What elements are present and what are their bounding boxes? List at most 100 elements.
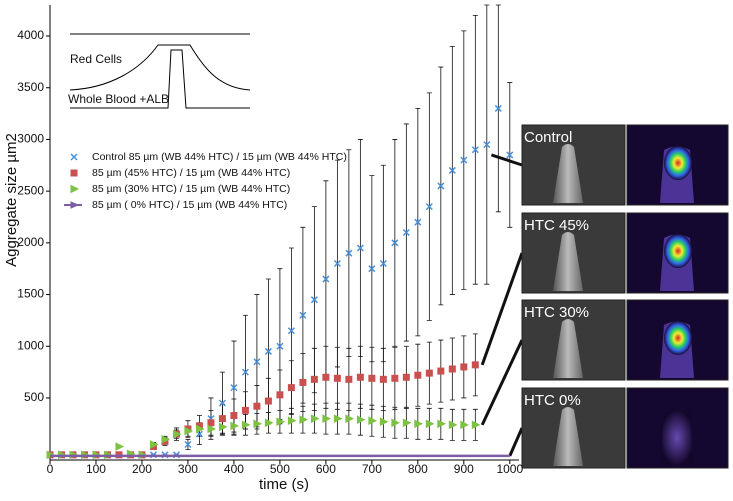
inset-blob <box>664 234 692 268</box>
x-tick-label: 600 <box>316 462 336 476</box>
inset-label: HTC 30% <box>524 304 589 321</box>
point <box>437 367 445 375</box>
point <box>402 373 410 381</box>
point <box>437 419 446 429</box>
schematic-label: Whole Blood +ALB <box>68 92 169 106</box>
point <box>218 399 226 407</box>
point <box>253 358 261 366</box>
point <box>322 275 330 283</box>
x-axis-label: time (s) <box>259 476 309 493</box>
point <box>264 418 274 428</box>
x-tick-label: 100 <box>86 462 106 476</box>
point <box>115 442 125 451</box>
point <box>448 166 456 174</box>
point <box>448 365 456 373</box>
point <box>195 424 205 434</box>
point <box>230 412 238 420</box>
point <box>264 347 272 355</box>
inset-channel <box>553 144 583 203</box>
inset-channel <box>660 409 694 466</box>
point <box>184 440 192 449</box>
point <box>379 375 387 383</box>
point <box>506 151 514 159</box>
inset-channel <box>553 232 583 291</box>
point <box>161 435 171 444</box>
point <box>310 296 318 304</box>
point <box>414 218 422 226</box>
point <box>368 374 376 382</box>
point <box>253 402 261 410</box>
point <box>391 374 399 382</box>
point <box>184 426 194 436</box>
x-tick-label: 800 <box>408 462 428 476</box>
inset-label: HTC 0% <box>524 392 581 409</box>
x-tick-label: 900 <box>454 462 474 476</box>
point <box>356 244 364 252</box>
point <box>356 373 364 381</box>
point <box>253 419 263 429</box>
y-tick-label: 1000 <box>17 338 44 352</box>
point <box>333 374 341 382</box>
point <box>460 363 468 371</box>
point <box>425 203 433 211</box>
point <box>379 259 387 268</box>
point <box>471 146 479 154</box>
point <box>391 418 400 428</box>
leader-line <box>490 153 523 167</box>
x-tick-label: 700 <box>362 462 382 476</box>
leader-line <box>480 252 524 366</box>
legend-swatch <box>70 201 80 209</box>
x-tick-label: 200 <box>132 462 152 476</box>
point <box>356 415 366 424</box>
leader-line <box>480 339 524 426</box>
legend-swatch <box>70 184 80 194</box>
y-tick-label: 2000 <box>17 235 44 249</box>
point <box>241 368 249 376</box>
point <box>149 440 159 449</box>
point <box>345 414 354 423</box>
point <box>483 141 491 149</box>
inset-blob <box>664 146 692 180</box>
point <box>414 419 423 429</box>
point <box>276 342 284 350</box>
point <box>287 384 295 392</box>
legend-label: 85 µm (30% HTC) / 15 µm (WB 44% HTC) <box>92 183 290 195</box>
point <box>460 420 469 430</box>
inset-label: Control <box>524 129 572 146</box>
point <box>264 397 272 405</box>
point <box>368 416 377 426</box>
y-tick-label: 3500 <box>17 80 44 94</box>
point <box>241 406 249 414</box>
legend-label: Control 85 µm (WB 44% HTC) / 15 µm (WB 4… <box>92 151 347 163</box>
point <box>471 420 481 430</box>
point <box>437 182 445 190</box>
inset-label: HTC 45% <box>524 217 589 234</box>
x-tick-label: 300 <box>178 462 198 476</box>
point <box>494 104 502 112</box>
inset-blob <box>664 321 692 355</box>
point <box>310 414 320 423</box>
legend-swatch <box>70 153 78 161</box>
x-tick-label: 0 <box>47 462 54 476</box>
x-tick-label: 400 <box>224 462 244 476</box>
y-tick-label: 4000 <box>17 28 44 42</box>
schematic-label: Red Cells <box>70 52 122 66</box>
point <box>241 420 251 430</box>
point <box>276 417 286 427</box>
point <box>402 228 410 237</box>
inset-channel <box>553 407 583 466</box>
y-tick-label: 2500 <box>17 183 44 197</box>
point <box>299 378 307 386</box>
inset-panels: Control HTC 45% HTC 30% HTC 0% <box>480 124 729 469</box>
point <box>402 418 412 428</box>
point <box>345 375 353 383</box>
inset-channel <box>553 319 583 378</box>
point <box>287 416 297 426</box>
legend-label: 85 µm (45% HTC) / 15 µm (WB 44% HTC) <box>92 167 290 179</box>
point <box>218 422 228 432</box>
point <box>391 239 399 247</box>
point <box>207 419 215 427</box>
point <box>207 424 217 434</box>
point <box>299 311 307 319</box>
